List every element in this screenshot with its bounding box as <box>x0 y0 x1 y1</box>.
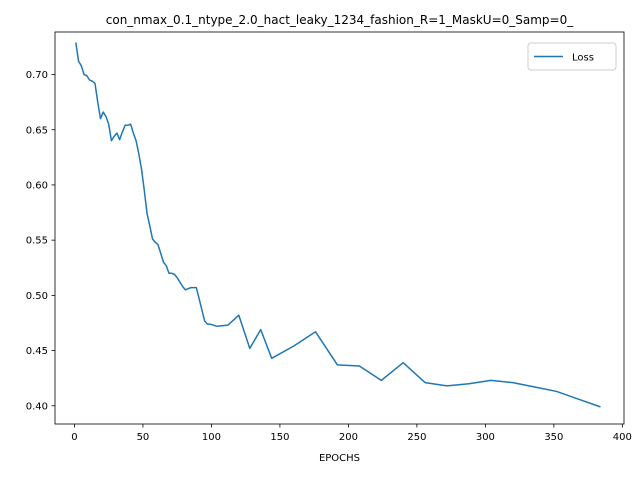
x-tick-label: 0 <box>71 432 77 443</box>
y-tick-label: 0.70 <box>26 70 48 81</box>
x-tick-label: 300 <box>476 432 495 443</box>
x-tick-label: 50 <box>137 432 150 443</box>
legend-label-loss: Loss <box>572 53 594 64</box>
x-tick-label: 400 <box>613 432 632 443</box>
y-tick-label: 0.40 <box>26 401 48 412</box>
y-tick-label: 0.50 <box>26 291 48 302</box>
x-axis-ticks: 0 50 100 150 200 250 300 350 400 <box>71 424 632 443</box>
x-tick-label: 100 <box>202 432 221 443</box>
series-line-loss <box>75 42 601 408</box>
x-tick-label: 350 <box>544 432 563 443</box>
chart-title: con_nmax_0.1_ntype_2.0_hact_leaky_1234_f… <box>106 13 574 27</box>
x-tick-label: 200 <box>339 432 358 443</box>
y-tick-label: 0.45 <box>26 346 48 357</box>
y-tick-label: 0.55 <box>26 236 48 247</box>
y-tick-label: 0.60 <box>26 181 48 192</box>
x-axis-label: EPOCHS <box>319 453 360 464</box>
legend: Loss <box>527 42 617 71</box>
axes-frame <box>54 31 625 425</box>
y-tick-label: 0.65 <box>26 125 48 136</box>
plot-area <box>54 31 625 425</box>
x-tick-label: 250 <box>407 432 426 443</box>
y-axis-ticks: 0.40 0.45 0.50 0.55 0.60 0.65 0.70 <box>26 70 55 412</box>
legend-box <box>527 42 617 71</box>
x-tick-label: 150 <box>270 432 289 443</box>
